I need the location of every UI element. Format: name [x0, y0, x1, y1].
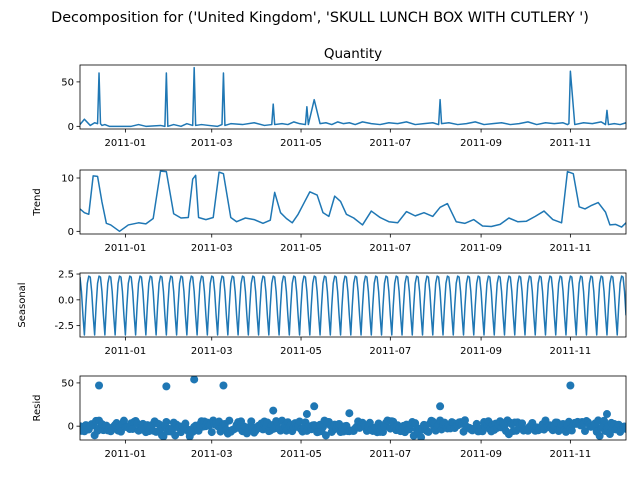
- trend-x-tick-label: 2011-05: [280, 243, 322, 254]
- resid-outlier-point: [602, 410, 611, 419]
- resid-outlier-point: [345, 409, 354, 418]
- resid-x-tick-label: 2011-03: [191, 449, 233, 460]
- trend-x-tick-label: 2011-03: [191, 243, 233, 254]
- resid-x-tick-label: 2011-07: [369, 449, 411, 460]
- resid-outlier-point: [310, 402, 319, 411]
- seasonal-x-tick-label: 2011-05: [280, 346, 322, 357]
- quantity-x-tick-label: 2011-09: [460, 138, 502, 149]
- quantity-series-line: [80, 66, 626, 128]
- resid-point: [207, 428, 216, 437]
- resid-point: [321, 431, 330, 440]
- resid-point: [417, 433, 426, 440]
- resid-outlier-point: [219, 381, 228, 390]
- resid-outlier-point: [190, 376, 199, 384]
- resid-point: [411, 419, 420, 428]
- quantity-data: [80, 66, 626, 128]
- resid-outlier-point: [566, 381, 575, 390]
- seasonal-y-tick-label: -2.5: [54, 321, 74, 332]
- quantity-x-tick-label: 2011-03: [191, 138, 233, 149]
- resid-outlier-point: [162, 382, 171, 391]
- resid-point: [594, 416, 603, 425]
- seasonal-y-tick-label: 0.0: [58, 295, 74, 306]
- resid-y-tick-label: 50: [61, 378, 74, 389]
- resid-point: [171, 431, 180, 440]
- resid-data: [80, 376, 626, 440]
- resid-axes-frame: [79, 375, 627, 441]
- resid-panel: 2011-01 2011-03 2011-05 2011-07 2011-09 2011-…: [32, 375, 627, 460]
- quantity-axes-frame: [79, 64, 627, 130]
- quantity-x-tick-label: 2011-11: [549, 138, 591, 149]
- seasonal-panel: 2011-01 2011-03 2011-05 2011-07 2011-09 2011-…: [17, 270, 627, 357]
- quantity-title: Quantity: [324, 46, 382, 62]
- quantity-y-tick-label: 50: [61, 77, 74, 88]
- resid-point: [225, 416, 234, 425]
- resid-point: [365, 418, 374, 427]
- resid-point: [460, 416, 469, 425]
- trend-ylabel: Trend: [32, 188, 43, 216]
- quantity-panel: Quantity 2011-01 2011-03 2011-05 2011-07 2011…: [61, 46, 627, 149]
- trend-data: [80, 170, 626, 233]
- resid-point: [247, 417, 256, 426]
- seasonal-series-line: [80, 275, 626, 336]
- seasonal-x-tick-label: 2011-01: [104, 346, 146, 357]
- trend-x-tick-label: 2011-01: [104, 243, 146, 254]
- resid-point: [518, 419, 527, 428]
- trend-x-tick-label: 2011-07: [369, 243, 411, 254]
- quantity-y-tick-label: 0: [68, 122, 74, 133]
- resid-point: [622, 424, 626, 433]
- resid-x-tick-label: 2011-09: [460, 449, 502, 460]
- resid-point: [162, 418, 171, 427]
- resid-y-tick-label: 0: [68, 422, 74, 433]
- resid-point: [581, 427, 590, 436]
- seasonal-y-tick-label: 2.5: [58, 270, 74, 281]
- trend-y-tick-label: 10: [61, 174, 74, 185]
- seasonal-data: [80, 275, 626, 336]
- trend-x-tick-label: 2011-11: [549, 243, 591, 254]
- trend-y-tick-label: 0: [68, 227, 74, 238]
- trend-axes-frame: [79, 169, 627, 235]
- seasonal-axes-frame: [79, 272, 627, 338]
- seasonal-ylabel: Seasonal: [17, 282, 28, 327]
- resid-point: [595, 431, 604, 440]
- seasonal-x-tick-label: 2011-03: [191, 346, 233, 357]
- trend-x-tick-label: 2011-09: [460, 243, 502, 254]
- quantity-x-tick-label: 2011-07: [369, 138, 411, 149]
- resid-ylabel: Resid: [32, 395, 43, 422]
- trend-panel: 2011-01 2011-03 2011-05 2011-07 2011-09 2011-…: [32, 169, 627, 254]
- quantity-x-tick-label: 2011-01: [104, 138, 146, 149]
- trend-series-line: [80, 170, 626, 233]
- resid-x-tick-label: 2011-05: [280, 449, 322, 460]
- seasonal-x-tick-label: 2011-07: [369, 346, 411, 357]
- figure-suptitle: Decomposition for ('United Kingdom', 'SK…: [51, 10, 589, 26]
- resid-x-tick-label: 2011-01: [104, 449, 146, 460]
- seasonal-x-tick-label: 2011-09: [460, 346, 502, 357]
- quantity-x-tick-label: 2011-05: [280, 138, 322, 149]
- resid-outlier-point: [95, 381, 104, 390]
- resid-x-tick-label: 2011-11: [549, 449, 591, 460]
- resid-outlier-point: [436, 402, 445, 411]
- resid-point: [119, 416, 128, 425]
- resid-outlier-point: [269, 406, 278, 415]
- resid-outlier-point: [302, 410, 311, 419]
- seasonal-x-tick-label: 2011-11: [549, 346, 591, 357]
- resid-point: [567, 426, 576, 435]
- resid-point: [295, 417, 304, 426]
